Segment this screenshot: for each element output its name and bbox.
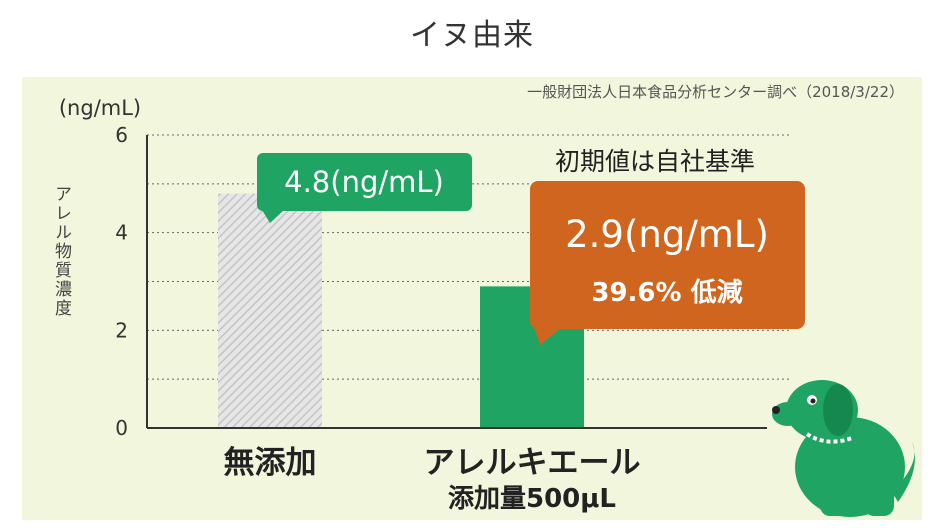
y-tick-label: 4 xyxy=(115,221,128,245)
unit-label: (ng/mL) xyxy=(59,96,141,120)
chart-panel: 一般財団法人日本食品分析センター調べ（2018/3/22） (ng/mL) アレ… xyxy=(22,77,922,520)
bar-chart: 一般財団法人日本食品分析センター調べ（2018/3/22） (ng/mL) アレ… xyxy=(51,83,915,517)
callout-untreated: 4.8(ng/mL) xyxy=(257,153,472,223)
y-tick-labels: 0 2 4 6 xyxy=(115,123,128,440)
x-tick-label: アレルキエール xyxy=(424,445,641,481)
callout-treated: 2.9(ng/mL) 39.6% 低減 xyxy=(530,181,805,345)
y-tick-label: 2 xyxy=(115,318,128,342)
bar-0 xyxy=(218,193,322,428)
callout-treated-reduction: 39.6% 低減 xyxy=(591,278,742,308)
source-note: 一般財団法人日本食品分析センター調べ（2018/3/22） xyxy=(527,83,904,101)
callout-untreated-value: 4.8(ng/mL) xyxy=(284,165,444,199)
y-tick-label: 0 xyxy=(115,416,128,440)
callout-treated-value: 2.9(ng/mL) xyxy=(565,213,769,256)
bars xyxy=(218,193,584,428)
baseline-note: 初期値は自社基準 xyxy=(555,147,755,176)
dog-icon xyxy=(772,380,915,517)
x-tick-label: 無添加 xyxy=(224,445,317,481)
page-title: イヌ由来 xyxy=(410,18,534,53)
y-tick-label: 6 xyxy=(115,123,128,147)
y-axis-label: アレル物質濃度 xyxy=(51,185,72,318)
x-tick-sublabel: 添加量500μL xyxy=(448,484,616,514)
